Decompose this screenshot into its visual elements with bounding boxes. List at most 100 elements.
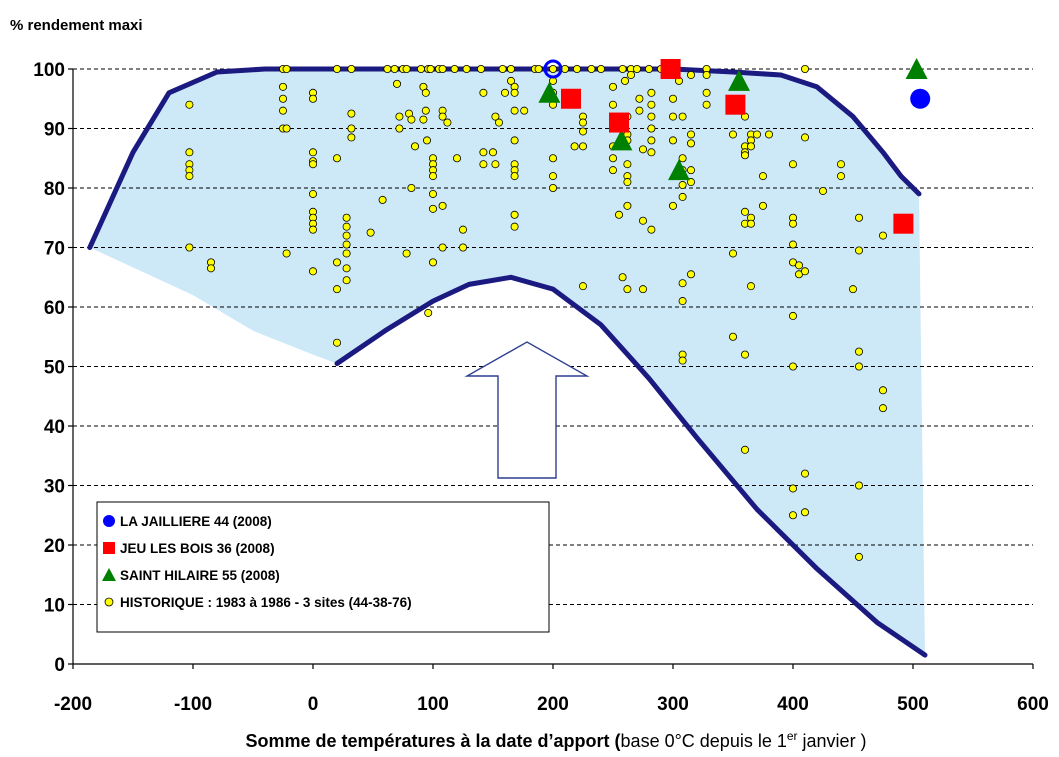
point-historique (308, 94, 317, 103)
point-historique (308, 225, 317, 234)
point-historique (347, 109, 356, 118)
point-historique (347, 65, 356, 74)
point-historique (342, 276, 351, 285)
point-historique (837, 160, 846, 169)
point-saint-hilaire (728, 69, 750, 91)
x-tick-label: 200 (537, 694, 569, 715)
point-historique (801, 267, 810, 276)
point-historique (534, 65, 543, 74)
point-historique (488, 148, 497, 157)
point-historique (729, 249, 738, 258)
point-historique (609, 82, 618, 91)
point-historique (419, 115, 428, 124)
point-historique (476, 65, 485, 74)
point-historique (678, 181, 687, 190)
point-historique (421, 88, 430, 97)
point-historique (438, 65, 447, 74)
point-historique (789, 362, 798, 371)
point-historique (402, 249, 411, 258)
point-historique (185, 148, 194, 157)
point-historique (510, 210, 519, 219)
point-historique (647, 124, 656, 133)
point-historique (747, 142, 756, 151)
point-historique (678, 192, 687, 201)
x-axis-label-sup: er (787, 729, 798, 743)
y-tick-label: 40 (44, 417, 65, 438)
x-tick-label: 0 (308, 694, 319, 715)
envelope-fill (89, 69, 926, 656)
point-historique (421, 106, 430, 115)
point-historique (443, 118, 452, 127)
point-historique (789, 311, 798, 320)
legend-box (96, 501, 550, 633)
point-historique (729, 332, 738, 341)
point-historique (510, 136, 519, 145)
point-saint-hilaire (668, 159, 690, 181)
point-historique (789, 219, 798, 228)
point-historique (332, 65, 341, 74)
point-historique (479, 160, 488, 169)
point-historique (185, 172, 194, 181)
point-historique (410, 142, 419, 151)
point-historique (669, 94, 678, 103)
y-tick-label: 30 (44, 477, 65, 498)
point-historique (702, 100, 711, 109)
x-tick-label: 100 (417, 694, 449, 715)
point-historique (639, 285, 648, 294)
point-historique (687, 166, 696, 175)
point-historique (549, 154, 558, 163)
point-historique (747, 282, 756, 291)
point-historique (347, 133, 356, 142)
point-historique (573, 65, 582, 74)
point-historique (332, 285, 341, 294)
point-historique (639, 145, 648, 154)
point-historique (741, 445, 750, 454)
point-historique (855, 362, 864, 371)
envelope-area (89, 69, 926, 656)
point-historique (458, 243, 467, 252)
point-historique (510, 172, 519, 181)
legend-item: HISTORIQUE : 1983 à 1986 - 3 sites (44-3… (104, 595, 412, 610)
point-historique (500, 88, 509, 97)
point-historique (801, 133, 810, 142)
point-historique (647, 100, 656, 109)
point-historique (308, 267, 317, 276)
point-historique (428, 204, 437, 213)
tick-labels: 0 10 20 30 40 50 60 70 80 90 100 -200 -100 0 100 200 300… (33, 60, 1049, 715)
point-historique (879, 404, 888, 413)
point-historique (282, 249, 291, 258)
point-historique (819, 186, 828, 195)
x-tick-label: 500 (897, 694, 929, 715)
point-historique (185, 243, 194, 252)
point-jeu-les-bois (725, 94, 746, 115)
x-tick-label: 300 (657, 694, 689, 715)
point-historique (185, 100, 194, 109)
point-historique (342, 249, 351, 258)
point-historique (669, 136, 678, 145)
point-historique (789, 160, 798, 169)
point-historique (741, 151, 750, 160)
point-historique (438, 201, 447, 210)
legend-item: JEU LES BOIS 36 (2008) (103, 541, 275, 556)
point-historique (855, 552, 864, 561)
point-historique (278, 94, 287, 103)
point-historique (332, 154, 341, 163)
point-historique (479, 148, 488, 157)
point-historique (759, 201, 768, 210)
lower-envelope-line (334, 274, 928, 658)
point-historique (383, 65, 392, 74)
point-historique (678, 356, 687, 365)
point-historique (494, 118, 503, 127)
point-historique (424, 308, 433, 317)
point-historique (801, 469, 810, 478)
point-historique (747, 219, 756, 228)
point-historique (621, 76, 630, 85)
point-historique (426, 65, 435, 74)
point-historique (615, 210, 624, 219)
point-historique (789, 511, 798, 520)
legend-label: HISTORIQUE : 1983 à 1986 - 3 sites (44-3… (120, 595, 412, 610)
point-historique (579, 118, 588, 127)
point-historique (308, 148, 317, 157)
point-historique (498, 65, 507, 74)
